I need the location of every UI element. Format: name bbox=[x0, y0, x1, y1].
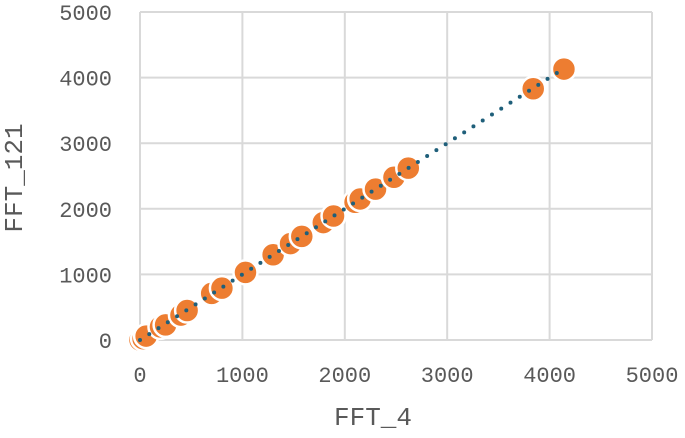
y-tick-label: 2000 bbox=[59, 199, 112, 224]
trendline-layer bbox=[138, 65, 567, 342]
x-tick-label: 3000 bbox=[421, 364, 474, 389]
y-tick-label: 0 bbox=[99, 330, 112, 355]
y-axis-title: FFT_121 bbox=[0, 123, 30, 232]
y-tick-label: 3000 bbox=[59, 133, 112, 158]
x-tick-label: 5000 bbox=[626, 364, 679, 389]
y-tick-label: 5000 bbox=[59, 2, 112, 27]
data-point bbox=[519, 75, 547, 103]
x-tick-label: 0 bbox=[133, 364, 146, 389]
x-tick-labels: 0 1000 2000 3000 4000 5000 bbox=[133, 364, 678, 389]
data-point bbox=[288, 223, 316, 250]
data-point bbox=[550, 55, 578, 83]
y-tick-label: 1000 bbox=[59, 264, 112, 289]
data-point bbox=[232, 259, 259, 286]
data-point bbox=[362, 175, 389, 203]
x-axis-title: FFT_4 bbox=[334, 403, 412, 433]
y-tick-label: 4000 bbox=[59, 68, 112, 93]
x-tick-label: 4000 bbox=[523, 364, 576, 389]
y-tick-labels: 0 1000 2000 3000 4000 5000 bbox=[59, 2, 112, 355]
grid-lines bbox=[139, 11, 653, 341]
trendline bbox=[138, 65, 567, 342]
data-point bbox=[208, 274, 236, 302]
x-tick-label: 1000 bbox=[216, 364, 269, 389]
data-points bbox=[126, 55, 578, 354]
x-tick-label: 2000 bbox=[318, 364, 371, 389]
